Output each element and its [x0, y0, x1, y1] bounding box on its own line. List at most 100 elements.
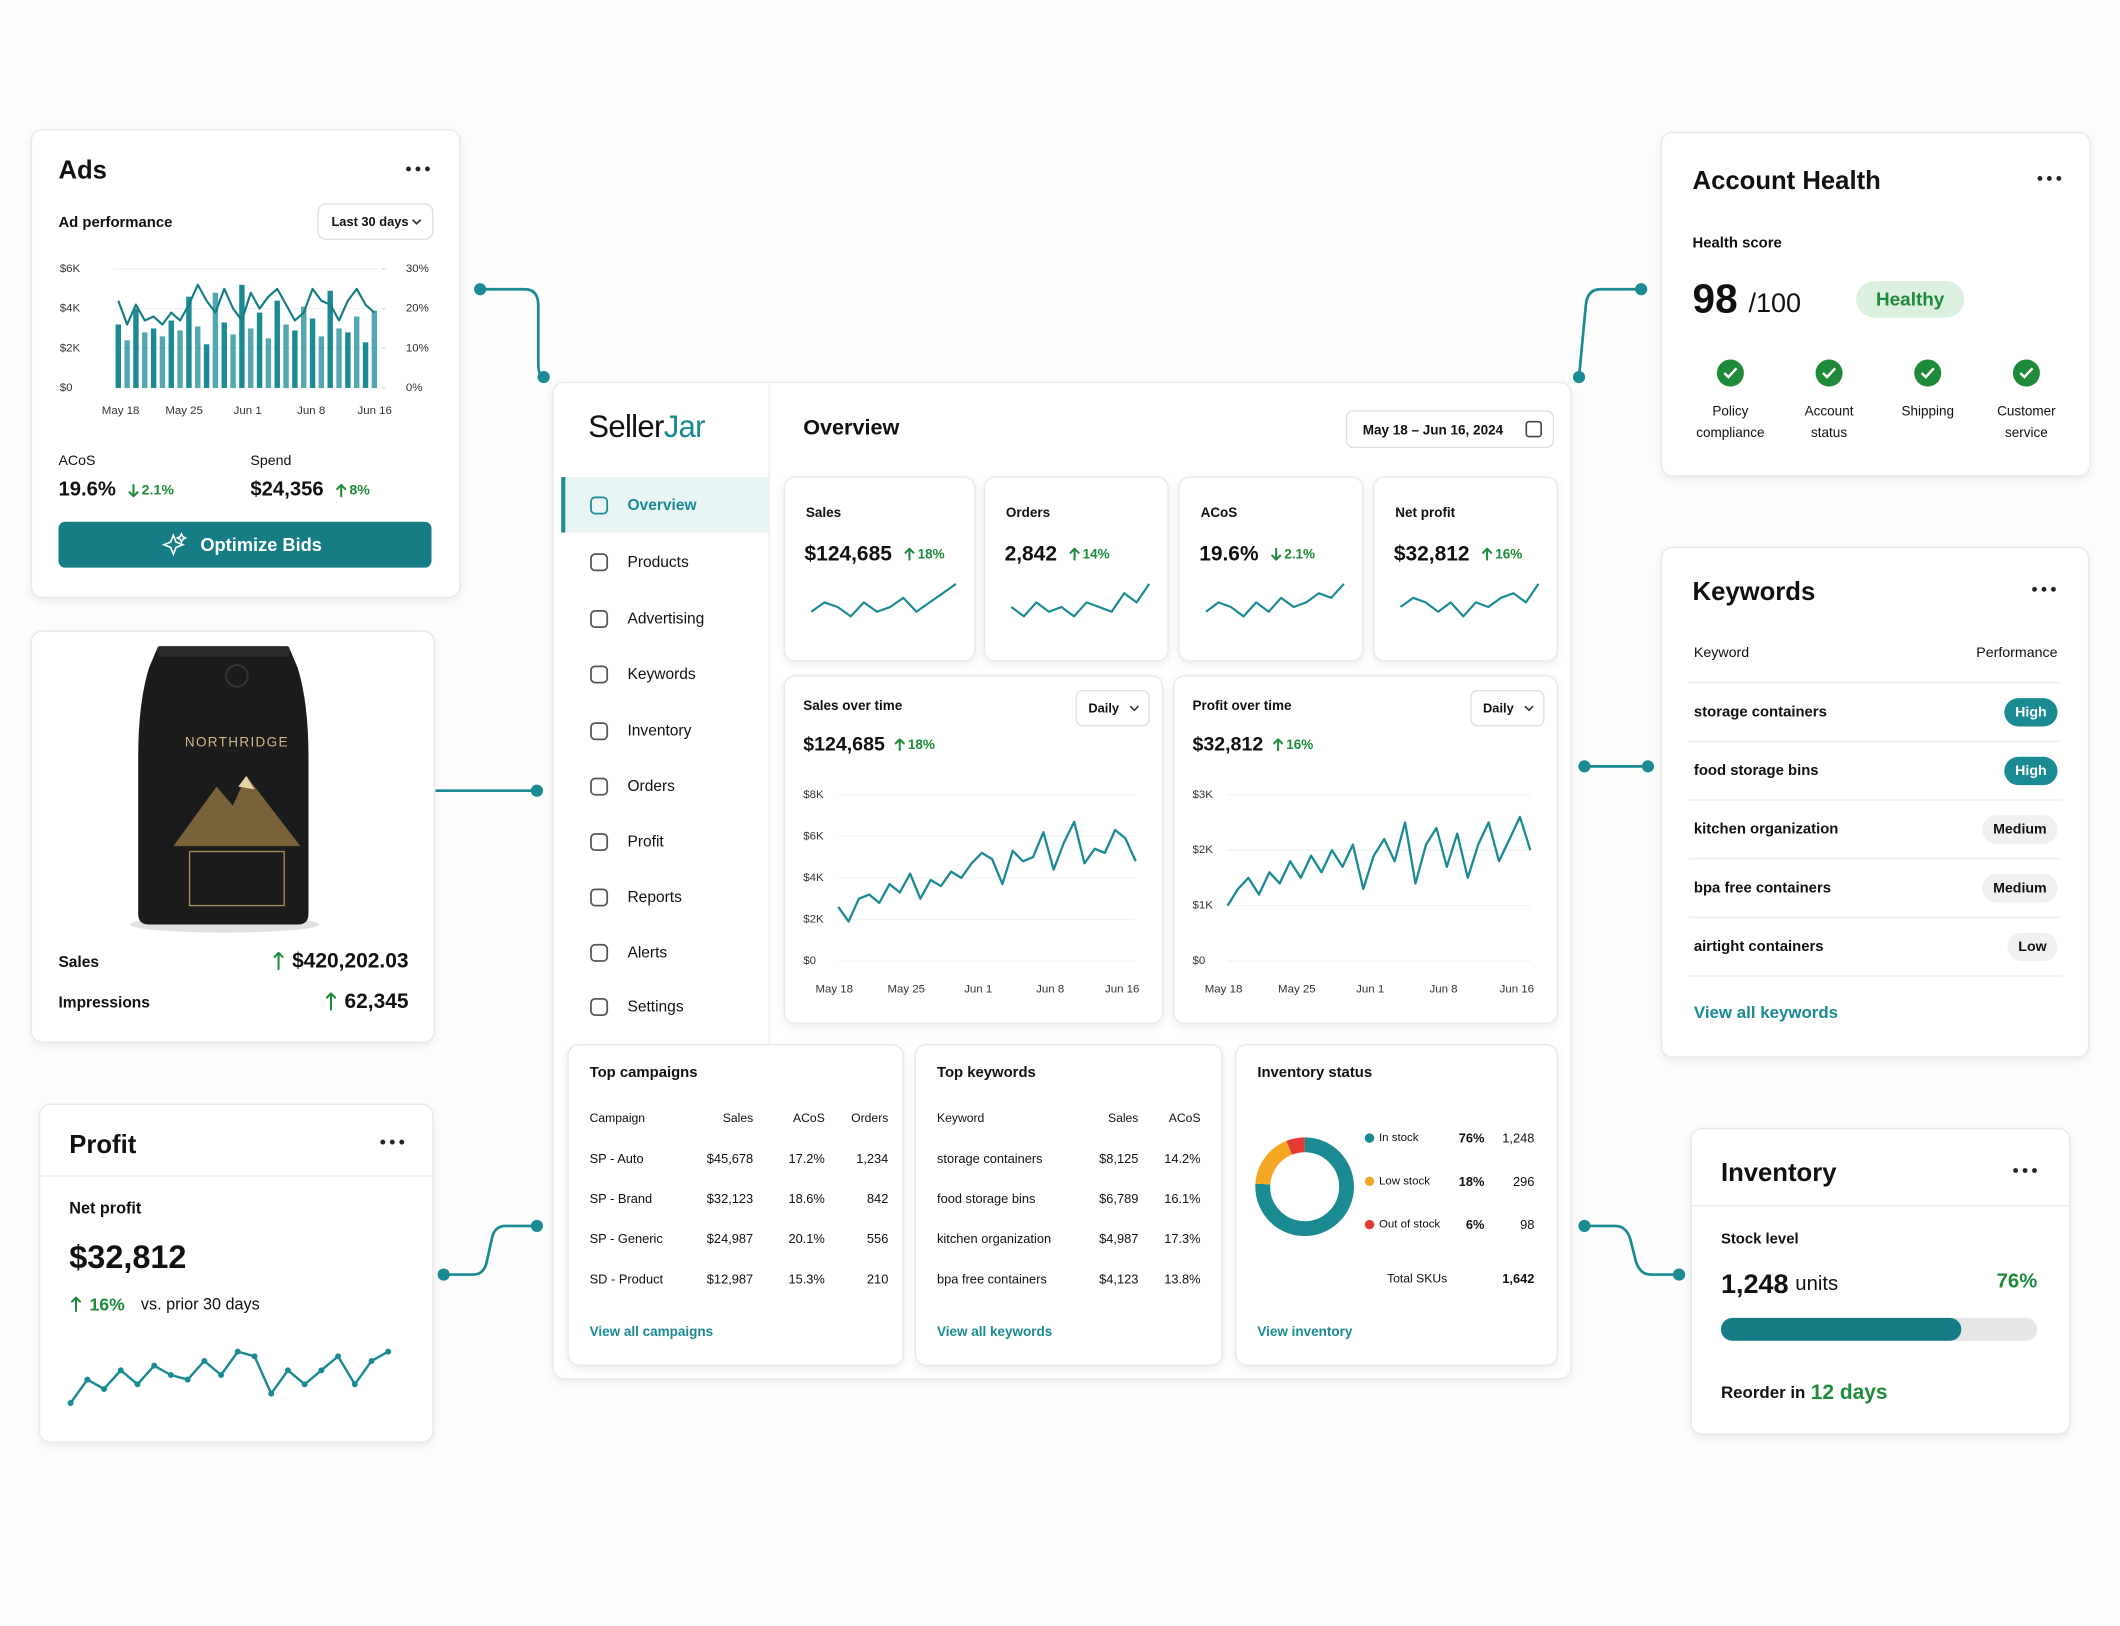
nav-item[interactable]: Inventory	[627, 723, 691, 740]
optimize-button[interactable]	[58, 521, 432, 568]
link[interactable]: View all keywords	[1694, 1003, 1838, 1022]
nav-item[interactable]: Keywords	[627, 666, 695, 683]
dropdown-label[interactable]: Last 30 days	[331, 214, 408, 229]
subtitle: Ad performance	[58, 215, 172, 231]
page-title: Overview	[803, 415, 899, 440]
y-tick-label: $4K	[803, 872, 824, 884]
card-title: Ads	[58, 156, 107, 184]
connector	[1577, 287, 1642, 378]
point	[101, 1386, 108, 1392]
nav-icon	[590, 777, 609, 796]
point	[134, 1381, 141, 1388]
point	[84, 1376, 91, 1383]
delta: 16%	[1286, 737, 1313, 752]
bar	[256, 312, 263, 388]
table-cell: 15.3%	[788, 1271, 824, 1286]
table-cell: $8,125	[1099, 1151, 1138, 1166]
legend-label: Out of stock	[1379, 1219, 1440, 1231]
point	[268, 1390, 275, 1397]
nav-item[interactable]: Advertising	[627, 611, 704, 628]
legend-dot	[1364, 1219, 1375, 1230]
period-dropdown[interactable]	[1075, 690, 1150, 727]
connectors	[435, 287, 1680, 1276]
units-value: 1,248	[1721, 1269, 1789, 1299]
mountain-snow	[238, 775, 255, 790]
nav-item[interactable]: Reports	[627, 889, 682, 906]
table-cell: 210	[867, 1271, 888, 1286]
x-tick-label: Jun 8	[1429, 983, 1457, 995]
nav-item[interactable]: Profit	[627, 834, 664, 851]
metric-label: Spend	[250, 453, 291, 469]
menu-dot	[399, 1139, 405, 1145]
x-tick-label: May 25	[165, 405, 203, 417]
check-mark	[2019, 367, 2034, 379]
brand-label: NORTHRIDGE	[185, 735, 289, 750]
x-tick-label: May 18	[815, 983, 853, 995]
bar	[362, 342, 369, 388]
link[interactable]: View all keywords	[937, 1324, 1052, 1339]
nav-active-bar	[561, 477, 566, 533]
x-tick-label: May 18	[102, 405, 140, 417]
check-mark	[1822, 367, 1837, 379]
nav-item[interactable]: Settings	[627, 998, 683, 1015]
nav-item[interactable]: Orders	[627, 778, 675, 795]
chevron	[1524, 705, 1534, 712]
link[interactable]: View all campaigns	[590, 1324, 714, 1339]
panel-title: Top campaigns	[590, 1065, 698, 1081]
stock-percent: 76%	[1997, 1270, 2038, 1292]
nav-item[interactable]: Overview	[627, 497, 697, 514]
button-label[interactable]: Optimize Bids	[200, 534, 322, 555]
table-cell: food storage bins	[937, 1191, 1035, 1206]
link[interactable]: View inventory	[1257, 1324, 1353, 1339]
metric-value: $24,356	[250, 478, 323, 500]
table-cell: SP - Brand	[590, 1191, 653, 1206]
x-tick-label: May 25	[887, 983, 925, 995]
nav-item[interactable]: Alerts	[627, 944, 667, 961]
y-tick-label: $2K	[803, 913, 824, 925]
range-dropdown[interactable]	[317, 203, 434, 240]
point	[301, 1381, 308, 1388]
delta: 2.1%	[142, 483, 175, 499]
y2-tick-label: 10%	[406, 342, 429, 354]
trend-arrow	[894, 738, 905, 752]
metric-label: ACoS	[58, 453, 95, 469]
table-cell: SD - Product	[590, 1271, 664, 1286]
chevron	[1129, 705, 1139, 712]
bag-valve	[225, 663, 249, 688]
check-label: Policy	[1712, 403, 1748, 418]
menu-dot	[2056, 175, 2062, 181]
y-tick-label: $0	[60, 382, 73, 394]
units-label: units	[1795, 1273, 1838, 1295]
point	[151, 1362, 158, 1369]
connector-dot	[1578, 760, 1591, 773]
kpi-label: Sales	[806, 505, 841, 520]
date-picker[interactable]	[1345, 410, 1555, 449]
stat-value: $420,202.03	[292, 950, 408, 973]
check-mark	[1723, 367, 1738, 379]
point	[201, 1357, 208, 1364]
check-mark	[1920, 367, 1935, 379]
dropdown-label[interactable]: Daily	[1483, 701, 1515, 716]
bar	[150, 328, 157, 388]
keyword: airtight containers	[1694, 939, 1824, 955]
x-tick-label: Jun 8	[1036, 983, 1064, 995]
trend-arrow	[1271, 547, 1282, 561]
value-label: 76%	[1459, 1131, 1485, 1146]
logo-part: Seller	[588, 408, 664, 443]
table-cell: 20.1%	[788, 1231, 824, 1246]
trend-arrow	[904, 547, 915, 561]
nav-item[interactable]: Products	[627, 554, 689, 571]
keywords-panel	[914, 1044, 1223, 1366]
point	[385, 1348, 392, 1355]
connector-dot	[1572, 371, 1586, 384]
y-tick-label: $1K	[1192, 900, 1213, 912]
dropdown-label[interactable]: Daily	[1088, 701, 1120, 716]
trend-arrow	[273, 951, 284, 971]
bar	[309, 318, 316, 388]
progress-fill	[1720, 1317, 1962, 1341]
date-range[interactable]: May 18 – Jun 16, 2024	[1363, 422, 1504, 437]
table-cell: 17.2%	[788, 1151, 824, 1166]
period-dropdown[interactable]	[1470, 690, 1545, 727]
table-cell: $6,789	[1099, 1191, 1138, 1206]
keyword: bpa free containers	[1694, 880, 1831, 896]
